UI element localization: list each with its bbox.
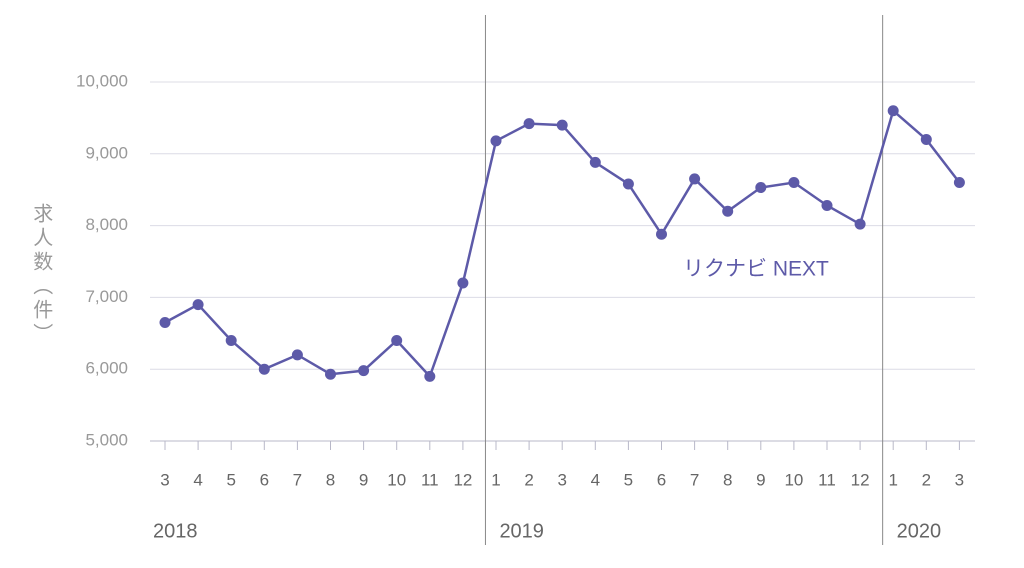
data-point [424, 370, 436, 382]
x-tick-label: 10 [784, 470, 803, 489]
data-point [457, 277, 469, 289]
data-point [159, 317, 171, 329]
data-point [821, 199, 833, 211]
x-tick-label: 4 [193, 470, 202, 489]
x-tick-label: 3 [557, 470, 566, 489]
x-tick-label: 1 [888, 470, 897, 489]
group-label: 2019 [499, 520, 544, 542]
data-point [291, 349, 303, 361]
group-label: 2018 [153, 520, 198, 542]
x-tick-label: 5 [226, 470, 235, 489]
x-tick-label: 11 [818, 470, 836, 489]
y-tick-label: 6,000 [85, 359, 128, 378]
data-point [589, 156, 601, 168]
data-point [490, 135, 502, 147]
data-point [391, 334, 403, 346]
data-point [622, 178, 634, 190]
y-axis-label: 求人数（件） [30, 203, 53, 347]
x-tick-label: 5 [624, 470, 633, 489]
data-point [523, 118, 535, 130]
y-tick-label: 8,000 [85, 215, 128, 234]
x-tick-label: 3 [160, 470, 169, 489]
data-point [689, 173, 701, 185]
x-tick-label: 8 [723, 470, 732, 489]
x-tick-label: 6 [260, 470, 269, 489]
data-point [325, 368, 336, 380]
series-label: リクナビ NEXT [683, 258, 829, 281]
data-point [953, 177, 965, 189]
x-tick-label: 12 [453, 470, 472, 489]
y-tick-label: 7,000 [85, 287, 128, 306]
data-point [854, 218, 866, 230]
y-tick-label: 10,000 [76, 71, 128, 90]
x-tick-label: 11 [421, 470, 439, 489]
data-point [656, 228, 667, 240]
x-tick-label: 8 [326, 470, 335, 489]
data-point [358, 365, 370, 377]
x-tick-label: 2 [524, 470, 533, 489]
x-tick-label: 3 [955, 470, 964, 489]
x-tick-label: 9 [359, 470, 368, 489]
x-tick-label: 4 [591, 470, 600, 489]
series-line [164, 108, 961, 379]
y-tick-label: 5,000 [85, 430, 128, 449]
x-tick-label: 7 [293, 470, 302, 489]
data-point [258, 363, 270, 375]
y-tick-label: 9,000 [85, 143, 128, 162]
data-point [755, 182, 767, 194]
data-point [887, 105, 899, 117]
x-tick-label: 1 [491, 470, 500, 489]
x-tick-label: 7 [690, 470, 699, 489]
data-point [225, 334, 237, 346]
data-point [788, 177, 800, 189]
data-point [722, 205, 734, 217]
x-tick-label: 10 [387, 470, 406, 489]
data-point [192, 299, 204, 311]
data-point [556, 119, 568, 131]
data-point [920, 133, 932, 145]
x-tick-label: 6 [657, 470, 666, 489]
x-tick-label: 9 [756, 470, 765, 489]
x-tick-label: 12 [851, 470, 870, 489]
x-tick-label: 2 [922, 470, 931, 489]
group-label: 2020 [897, 520, 942, 542]
